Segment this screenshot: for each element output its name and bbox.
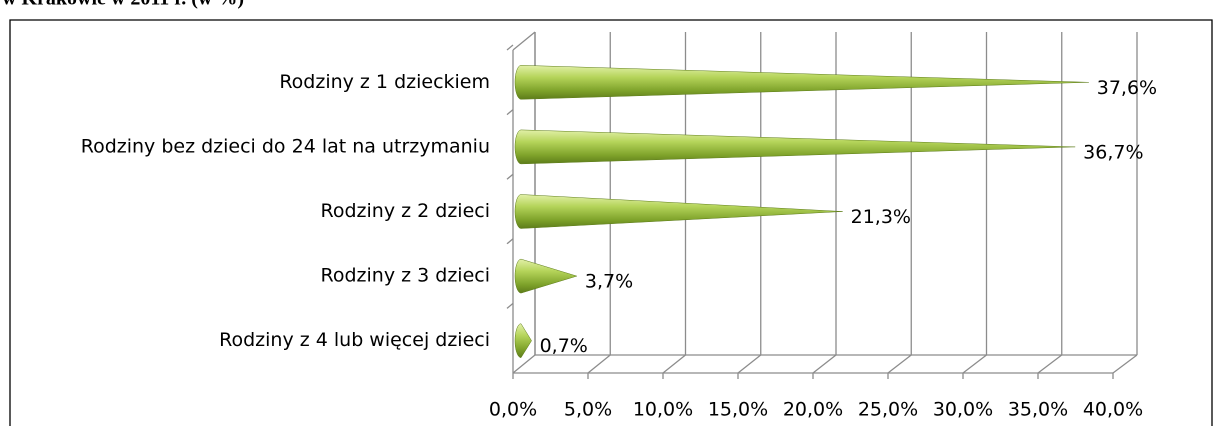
tick-mark (506, 44, 514, 51)
grid-line (512, 354, 536, 374)
x-tick-label: 40,0% (1083, 399, 1143, 421)
bar (514, 65, 1089, 100)
grid-line (1037, 354, 1063, 374)
x-tick-label: 20,0% (783, 399, 843, 421)
grid-line (587, 354, 611, 374)
bar (514, 129, 1076, 165)
y-tick-label: Rodziny z 3 dzieci (321, 265, 490, 287)
tick-mark (506, 109, 514, 116)
x-tick-label: 5,0% (564, 399, 612, 421)
bar (514, 258, 578, 294)
grid-line (812, 354, 837, 374)
y-tick-label: Rodziny z 2 dzieci (321, 200, 490, 222)
data-label: 3,7% (585, 271, 633, 293)
bar (514, 323, 532, 358)
x-tick-label: 10,0% (633, 399, 693, 421)
x-tick-label: 15,0% (708, 399, 768, 421)
grid-line (1112, 354, 1138, 374)
x-tick-label: 30,0% (933, 399, 993, 421)
grid-line (662, 354, 686, 374)
chart-frame (9, 19, 1213, 426)
left-wall (512, 31, 536, 51)
grid-line (737, 354, 762, 374)
y-tick-label: Rodziny bez dzieci do 24 lat na utrzyman… (81, 135, 490, 157)
data-label: 21,3% (851, 206, 911, 228)
y-tick-label: Rodziny z 1 dzieckiem (279, 71, 490, 93)
grid-line (887, 354, 912, 374)
x-tick-label: 25,0% (858, 399, 918, 421)
tick-mark (506, 302, 514, 309)
data-label: 37,6% (1097, 77, 1157, 99)
data-label: 0,7% (540, 335, 588, 357)
tick-mark (506, 173, 514, 180)
y-tick-label: Rodziny z 4 lub więcej dzieci (219, 329, 490, 351)
grid-line (962, 354, 987, 374)
chart-title: w Krakowie w 2011 r. (w %) (2, 0, 244, 10)
x-tick-label: 0,0% (489, 399, 537, 421)
x-tick-label: 35,0% (1008, 399, 1068, 421)
bar (514, 194, 843, 229)
tick-mark (506, 238, 514, 245)
data-label: 36,7% (1083, 141, 1143, 163)
